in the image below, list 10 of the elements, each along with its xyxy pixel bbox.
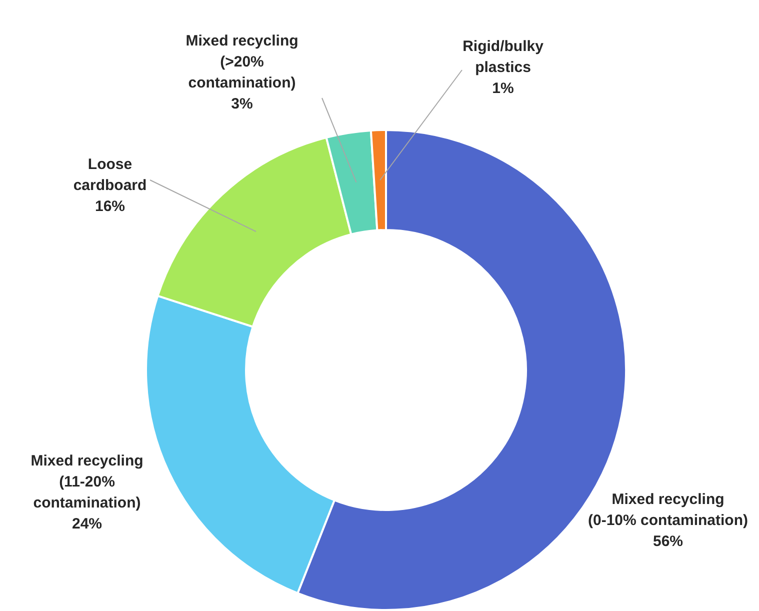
data-label: 16% [94,198,126,215]
slice-label: Loose cardboard [73,156,147,194]
data-label: 1% [492,80,514,97]
slice-label: Mixed recycling (11-20% contamination) [30,452,144,512]
data-label: 24% [72,516,102,532]
slice-label: Rigid/bulky plastics [462,38,544,76]
data-label: 56% [652,533,684,550]
data-label: 3% [231,96,253,112]
slice-label: Mixed recycling (0-10% contamination) [588,491,748,529]
slice-label: Mixed recycling (>20% contamination) [186,32,298,92]
